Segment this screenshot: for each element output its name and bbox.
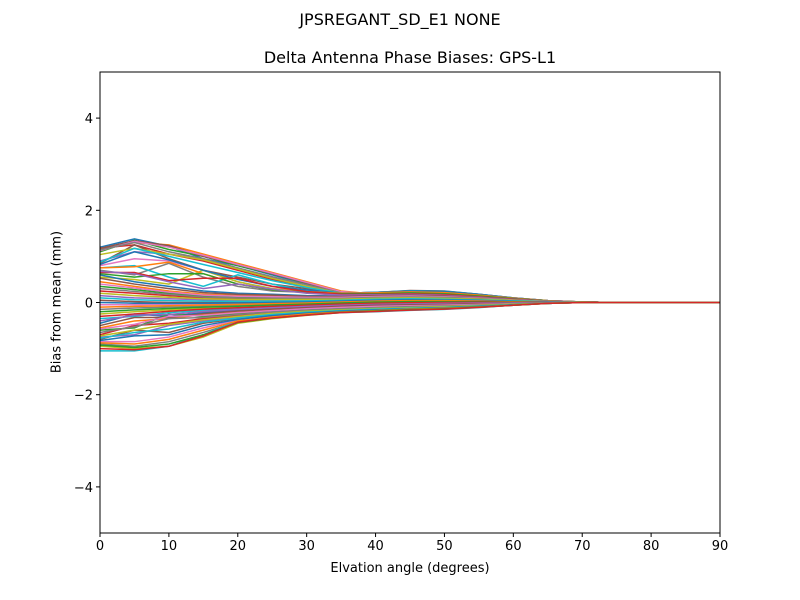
chart-title: Delta Antenna Phase Biases: GPS-L1 [263,48,557,67]
x-tick-label: 20 [230,539,247,554]
x-tick-label: 0 [96,539,104,554]
y-tick-label: 2 [85,204,93,219]
x-tick-label: 70 [574,539,591,554]
y-tick-label: 0 [85,297,93,312]
y-axis-label: Bias from mean (mm) [49,230,65,374]
x-tick-label: 90 [712,539,729,554]
figure-suptitle: JPSREGANT_SD_E1 NONE [299,10,501,29]
x-axis-label: Elvation angle (degrees) [330,561,490,576]
x-axis-ticks: 0 10 20 30 40 50 60 70 80 90 [96,533,728,554]
y-axis-ticks: −4 −2 0 2 4 [74,112,100,496]
y-tick-label: 4 [85,112,93,127]
y-tick-label: −4 [74,481,93,496]
series-lines [99,238,720,352]
x-tick-label: 10 [161,539,178,554]
x-tick-label: 40 [367,539,384,554]
x-tick-label: 60 [505,539,522,554]
x-tick-label: 80 [643,539,660,554]
y-tick-label: −2 [74,389,93,404]
x-tick-label: 30 [298,539,315,554]
series-line [99,301,720,351]
x-tick-label: 50 [436,539,453,554]
